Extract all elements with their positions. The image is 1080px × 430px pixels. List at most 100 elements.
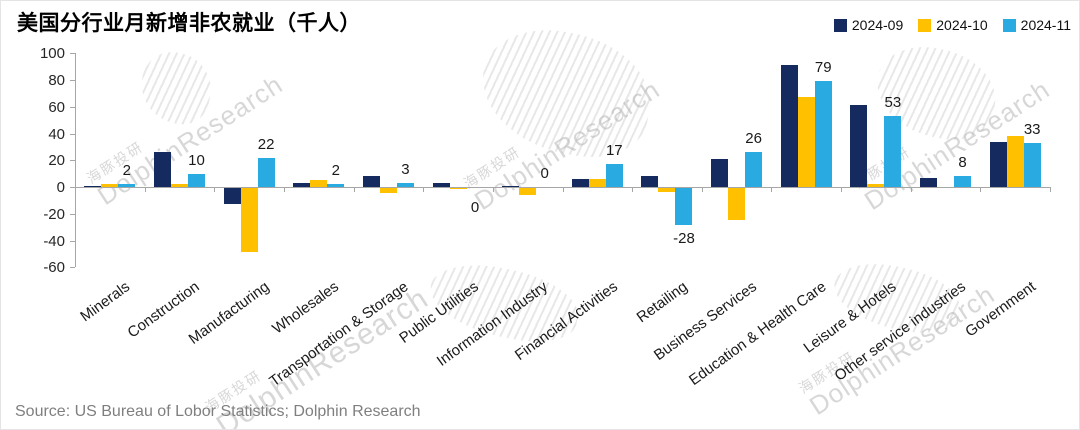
x-axis-tick [841, 187, 843, 192]
data-label: 0 [470, 199, 480, 216]
bar-2024-10 [449, 188, 467, 190]
x-axis-tick [1050, 187, 1051, 192]
data-label: 8 [958, 154, 967, 172]
bar-2024-10 [1006, 136, 1024, 187]
y-axis-tick [70, 160, 75, 162]
bar-2024-10 [519, 188, 537, 195]
x-axis-tick [144, 187, 146, 192]
y-axis-tick [70, 213, 75, 215]
x-axis-tick [910, 187, 912, 192]
data-label: 3 [401, 160, 410, 178]
y-axis-label: -60 [43, 259, 65, 277]
x-axis-tick [283, 187, 285, 192]
chart-title: 美国分行业月新增非农就业（千人） [17, 12, 361, 35]
legend-label: 2024-09 [851, 17, 904, 33]
bar-2024-09 [920, 177, 938, 187]
y-axis-label: -40 [43, 232, 65, 250]
y-axis-label: 100 [39, 45, 65, 63]
x-axis-label: Minerals [77, 278, 134, 326]
y-axis-tick [70, 133, 75, 135]
bar-2024-09 [780, 65, 798, 187]
y-axis-tick [70, 187, 75, 188]
bar-2024-10 [867, 184, 885, 187]
bar-2024-10 [588, 178, 606, 187]
bar-2024-10 [170, 184, 188, 187]
x-axis-label: Other service industries [831, 278, 969, 385]
bar-2024-11 [884, 116, 902, 187]
x-axis-tick [353, 187, 355, 192]
legend-item-2024-09: 2024-09 [833, 17, 904, 33]
y-axis-label: 80 [48, 72, 65, 89]
x-axis-label: Education & Health Care [686, 278, 830, 389]
bar-2024-11 [1023, 142, 1041, 187]
bar-2024-09 [989, 141, 1007, 187]
bar-2024-10 [728, 188, 746, 221]
bar-2024-10 [379, 188, 397, 194]
bar-2024-09 [84, 185, 102, 187]
bar-2024-09 [153, 152, 171, 187]
data-label: 22 [257, 135, 275, 153]
bar-2024-11 [327, 184, 345, 187]
y-axis-tick [70, 80, 75, 81]
bar-2024-09 [571, 178, 589, 187]
data-label: 17 [605, 142, 623, 160]
x-axis-label: Transportation & Storage [266, 278, 412, 391]
x-axis-tick [562, 187, 564, 192]
bar-2024-09 [711, 158, 729, 187]
legend-swatch-icon [918, 18, 932, 32]
bar-2024-10 [310, 180, 328, 187]
y-axis-tick [70, 106, 75, 108]
data-label: 10 [188, 151, 205, 169]
bar-2024-09 [362, 176, 380, 187]
legend-item-2024-11: 2024-11 [1002, 17, 1071, 33]
y-axis-label: 20 [48, 152, 65, 170]
bar-2024-10 [240, 188, 258, 253]
bar-2024-11 [954, 176, 972, 187]
legend-label: 2024-11 [1020, 17, 1071, 33]
x-axis-tick [980, 187, 982, 192]
x-axis-label: Government [961, 278, 1039, 341]
legend-label: 2024-10 [936, 17, 988, 33]
x-axis-tick [701, 187, 703, 192]
bar-2024-09 [641, 176, 659, 187]
data-label: 0 [540, 165, 549, 182]
x-axis-tick [423, 187, 425, 192]
bar-2024-09 [432, 182, 450, 187]
data-label: 26 [745, 130, 762, 148]
legend-swatch-icon [1002, 18, 1016, 32]
y-axis-label: -20 [43, 205, 65, 223]
bar-2024-10 [658, 188, 676, 192]
legend: 2024-09 2024-10 2024-11 [833, 17, 1071, 33]
y-axis-tick [70, 267, 75, 269]
x-axis-label: Retailing [633, 278, 691, 327]
y-axis-label: 0 [56, 179, 65, 196]
bar-2024-10 [101, 184, 119, 187]
bar-2024-11 [605, 164, 623, 187]
bar-2024-11 [814, 81, 832, 187]
y-axis-label: 60 [48, 98, 65, 116]
x-axis-tick [632, 187, 634, 192]
source-note: Source: US Bureau of Lobor Statistics; D… [15, 403, 421, 420]
y-axis-line [75, 53, 76, 268]
bar-2024-10 [797, 97, 815, 187]
bar-2024-11 [118, 184, 136, 187]
bar-2024-11 [396, 182, 414, 187]
data-label: 53 [884, 94, 902, 112]
bar-2024-09 [850, 105, 868, 187]
legend-swatch-icon [833, 18, 847, 32]
bar-2024-09 [223, 188, 241, 205]
data-label: 2 [331, 162, 340, 180]
y-axis-tick [70, 53, 75, 55]
legend-item-2024-10: 2024-10 [918, 17, 988, 33]
bar-2024-09 [293, 182, 311, 187]
bar-2024-11 [187, 173, 205, 187]
bar-2024-11 [745, 152, 763, 187]
x-axis-tick [492, 187, 494, 192]
y-axis-tick [70, 240, 75, 242]
bar-2024-11 [675, 188, 693, 226]
data-label: -28 [673, 230, 695, 248]
bar-2024-11 [257, 157, 275, 187]
data-label: 79 [814, 59, 832, 77]
